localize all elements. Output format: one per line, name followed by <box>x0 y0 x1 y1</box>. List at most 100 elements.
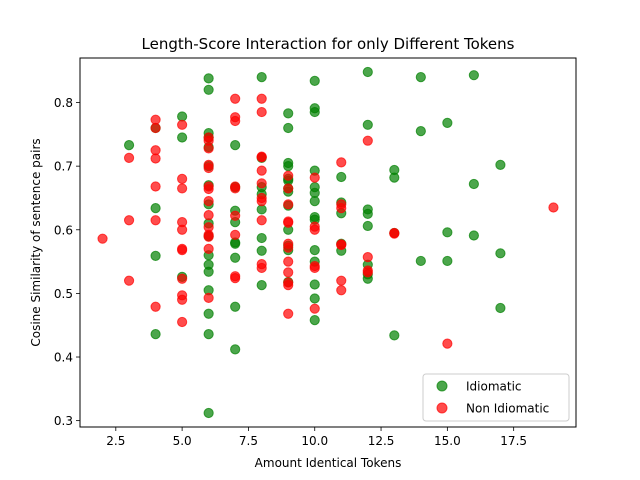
data-point <box>177 119 188 130</box>
y-tick-label: 0.8 <box>54 96 73 110</box>
data-point <box>468 70 479 81</box>
data-point <box>203 143 214 154</box>
data-point <box>548 202 559 213</box>
data-point <box>203 407 214 419</box>
data-point <box>177 294 188 305</box>
data-point <box>309 293 320 304</box>
data-point <box>230 93 241 104</box>
data-point <box>336 157 347 168</box>
data-point <box>336 275 347 286</box>
data-point <box>309 106 320 118</box>
data-point <box>283 256 294 267</box>
data-point <box>309 75 320 87</box>
data-point <box>256 232 267 244</box>
data-point <box>256 106 267 118</box>
y-tick-label: 0.5 <box>54 287 73 301</box>
legend: Idiomatic Non Idiomatic <box>422 373 570 422</box>
data-point <box>150 203 161 214</box>
data-point <box>309 315 320 326</box>
legend-label-non-idiomatic: Non Idiomatic <box>466 402 549 416</box>
data-point <box>442 117 453 128</box>
legend-label-idiomatic: Idiomatic <box>466 380 522 394</box>
data-point <box>283 267 294 278</box>
data-point <box>123 215 135 226</box>
data-point <box>177 273 188 284</box>
x-tick-label: 15.0 <box>434 434 461 448</box>
data-point <box>309 303 320 314</box>
data-point <box>283 183 294 194</box>
data-point <box>283 122 294 134</box>
data-point <box>203 196 214 207</box>
data-point <box>150 122 161 134</box>
data-point <box>230 344 241 355</box>
y-axis: 0.3 0.4 0.5 0.6 0.7 0.8 <box>54 96 80 428</box>
data-point <box>203 210 214 221</box>
x-axis: 2.5 5.0 7.5 10.0 12.5 15.0 17.5 <box>106 427 527 448</box>
data-point <box>362 220 373 232</box>
data-point <box>442 227 453 238</box>
data-point <box>442 255 453 267</box>
data-point <box>203 292 214 303</box>
data-point <box>177 316 188 328</box>
data-point <box>362 135 373 146</box>
data-point <box>230 115 241 127</box>
data-point <box>123 140 135 151</box>
data-point <box>230 183 241 194</box>
data-point <box>256 215 267 226</box>
data-point <box>177 132 188 143</box>
data-point <box>203 231 214 242</box>
data-point <box>150 215 161 226</box>
data-point <box>283 242 294 253</box>
data-point <box>256 93 267 104</box>
data-point <box>150 301 161 312</box>
data-point <box>203 308 214 319</box>
data-point <box>415 255 426 267</box>
data-point <box>415 126 426 137</box>
data-point <box>283 217 294 228</box>
data-point <box>309 262 320 274</box>
plot-area <box>97 66 559 419</box>
legend-marker-non-idiomatic <box>436 402 448 414</box>
data-point <box>495 248 506 259</box>
x-tick-label: 17.5 <box>500 434 527 448</box>
data-point <box>203 162 214 174</box>
data-point <box>256 280 267 291</box>
data-point <box>309 224 320 235</box>
data-point <box>336 171 347 183</box>
data-point <box>309 172 320 183</box>
data-point <box>256 152 267 163</box>
data-point <box>256 262 267 274</box>
data-point <box>203 183 214 195</box>
data-point <box>283 161 294 172</box>
x-axis-label: Amount Identical Tokens <box>255 456 402 470</box>
data-point <box>362 252 373 263</box>
data-point <box>150 250 161 261</box>
data-point <box>362 267 373 278</box>
plot-frame <box>79 57 577 428</box>
data-point <box>415 71 426 83</box>
y-tick-label: 0.7 <box>54 160 73 174</box>
data-point <box>468 178 479 190</box>
data-point <box>468 230 479 241</box>
data-point <box>256 71 267 83</box>
data-point <box>495 159 506 170</box>
data-point <box>389 172 400 183</box>
data-point <box>283 308 294 319</box>
data-point <box>230 252 241 263</box>
x-tick-label: 7.5 <box>239 434 258 448</box>
data-point <box>177 183 188 194</box>
data-point <box>230 140 241 151</box>
data-point <box>495 302 506 314</box>
y-tick-label: 0.4 <box>54 351 73 365</box>
data-point <box>283 170 294 181</box>
data-point <box>336 239 347 250</box>
x-tick-label: 2.5 <box>106 434 125 448</box>
data-point <box>336 285 347 296</box>
data-point <box>309 245 320 256</box>
data-point <box>230 210 241 221</box>
data-point <box>177 245 188 256</box>
data-point <box>442 338 453 349</box>
y-axis-label: Cosine Similarity of sentence pairs <box>29 138 43 346</box>
series-1 <box>97 93 559 349</box>
